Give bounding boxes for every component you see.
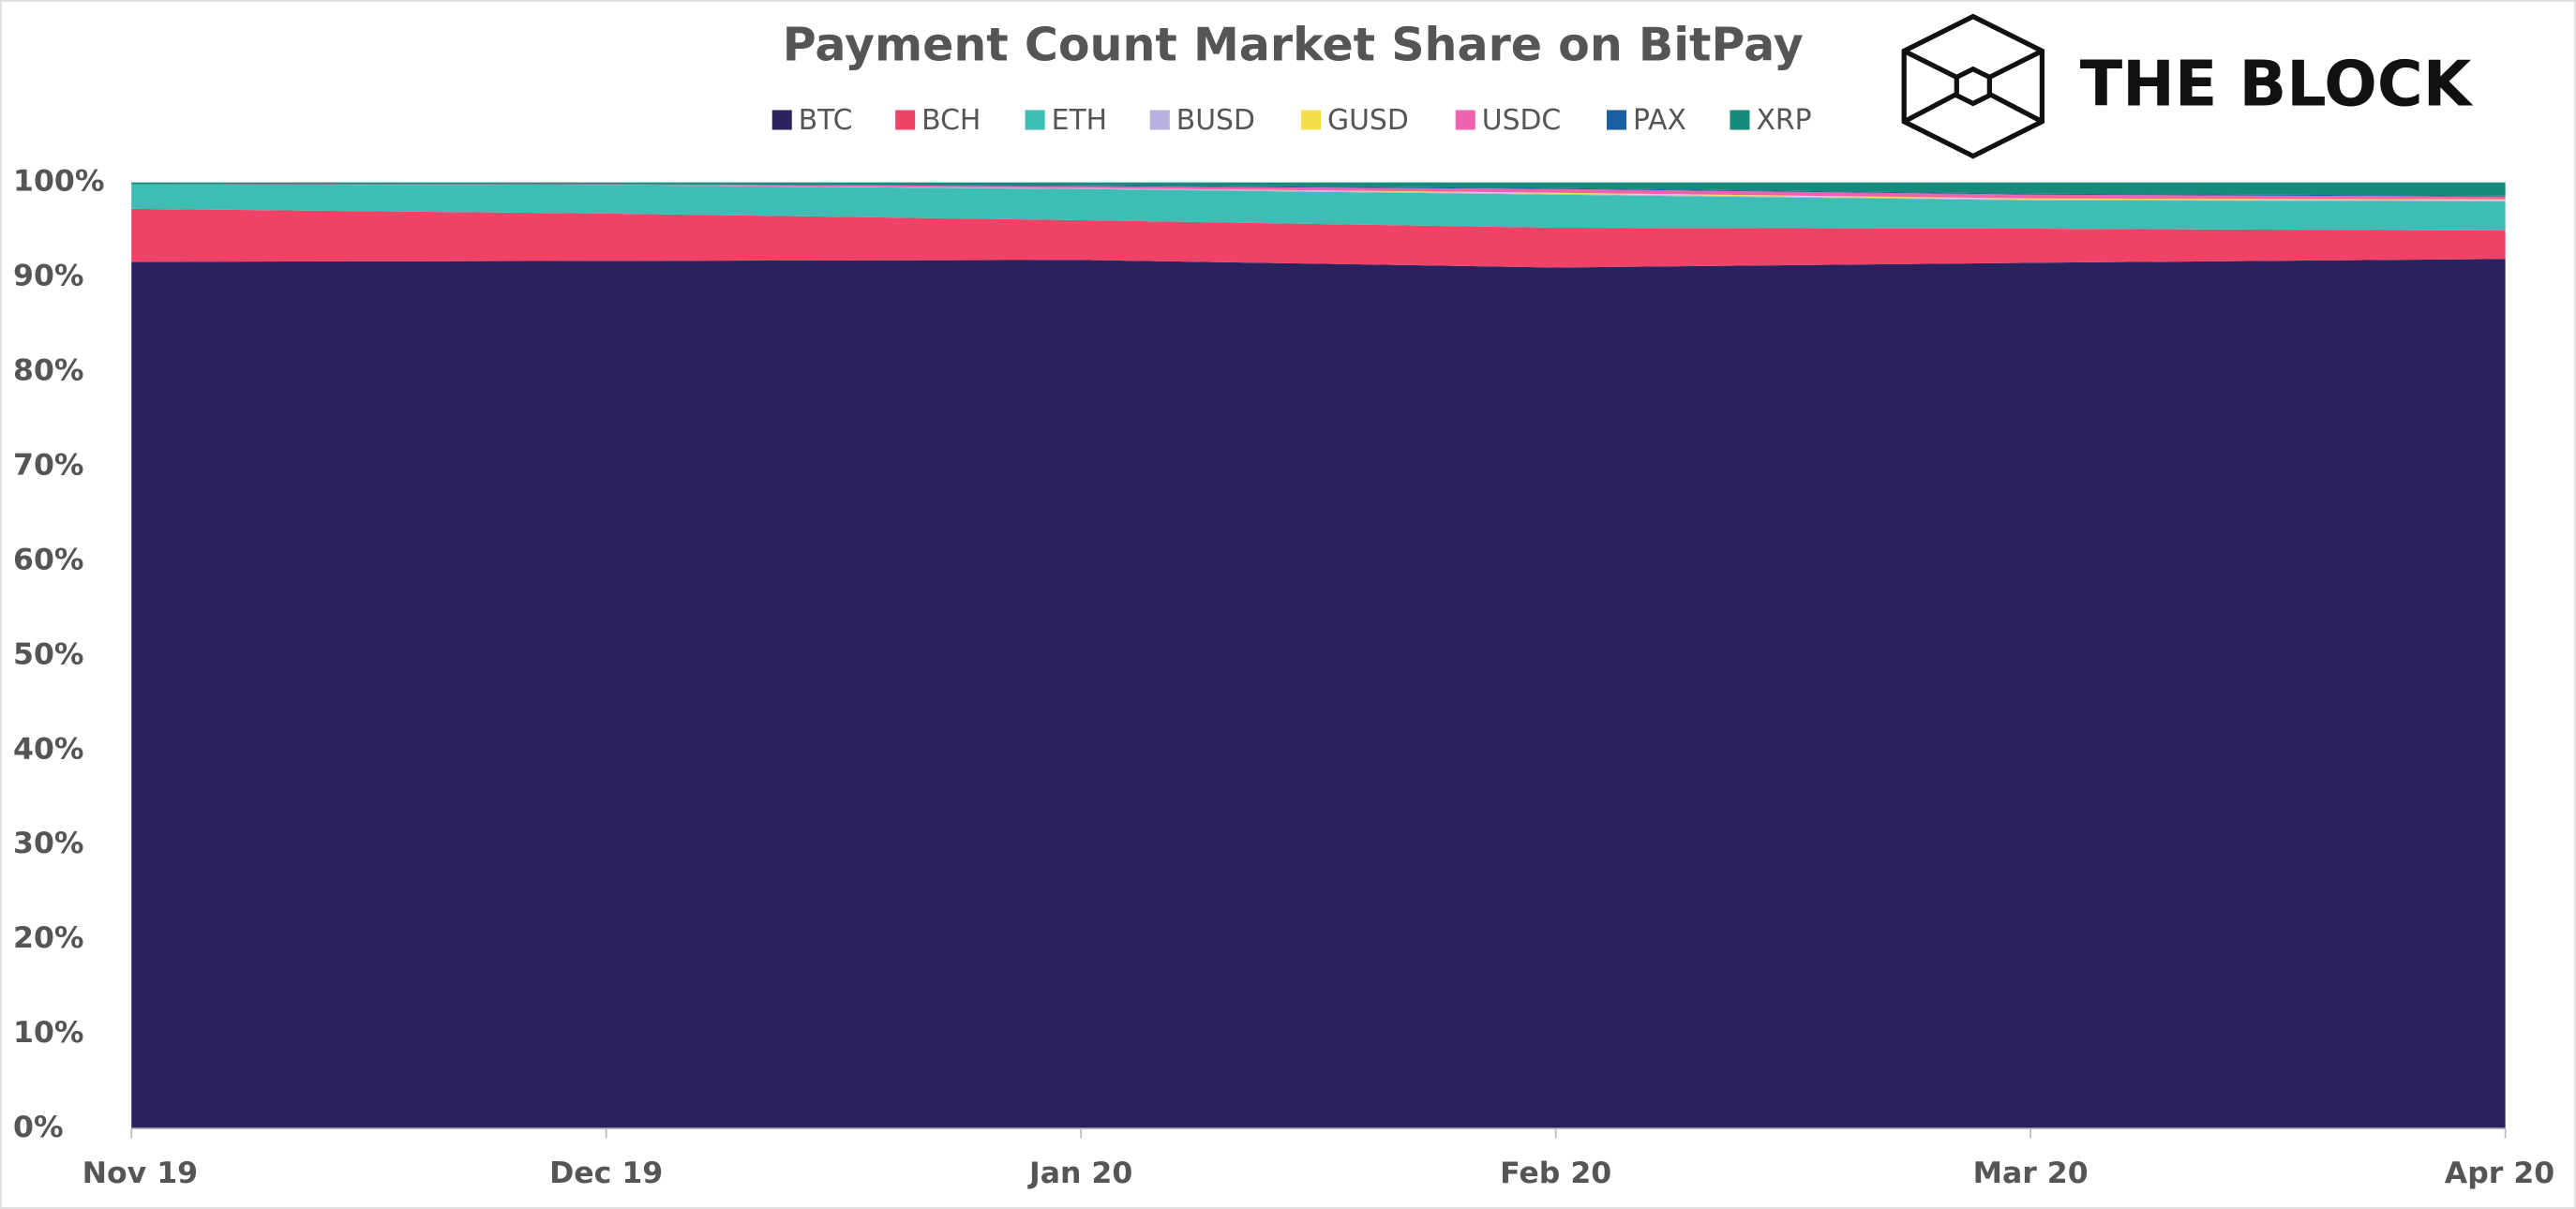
y-tick-label: 40% [13,732,83,766]
legend-swatch [1149,110,1170,130]
y-tick-label: 80% [13,353,83,387]
chart-title: Payment Count Market Share on BitPay [783,17,1804,71]
legend-label: BUSD [1176,104,1255,137]
legend-swatch [771,110,792,130]
logo-icon [1901,13,2045,159]
y-tick-label: 30% [13,827,83,860]
x-tick-label: Jan 20 [1027,1157,1132,1190]
area [131,259,2506,1129]
legend-label: PAX [1633,104,1686,137]
legend-label: GUSD [1327,104,1409,137]
area [131,184,2506,231]
x-tick-label: Nov 19 [82,1157,198,1190]
legend-swatch [1025,110,1045,130]
area [131,184,2506,200]
y-tick-label: 100% [13,165,104,199]
y-tick-label: 50% [13,637,83,671]
x-tick-label: Feb 20 [1500,1157,1611,1190]
legend-swatch [1730,110,1750,130]
y-tick-label: 60% [13,543,83,576]
logo-text: THE BLOCK [2080,48,2474,121]
legend-swatch [1606,110,1627,130]
y-tick-label: 70% [13,448,83,482]
y-tick-label: 20% [13,921,83,955]
legend-swatch [1301,110,1322,130]
area [131,184,2506,197]
x-tick-label: Dec 19 [549,1157,663,1190]
legend-label: ETH [1052,104,1107,137]
y-tick-label: 10% [13,1016,83,1050]
legend-label: XRP [1756,104,1811,137]
y-tick-label: 0% [13,1111,64,1144]
legend-swatch [1455,110,1475,130]
legend-label: USDC [1482,104,1561,137]
x-tick-label: Apr 20 [2445,1157,2554,1190]
area [131,182,2506,196]
legend-label: BCH [921,104,981,137]
legend-swatch [895,110,916,130]
y-tick-label: 90% [13,260,83,293]
x-tick-label: Mar 20 [1973,1157,2089,1190]
area [131,208,2506,268]
legend-label: BTC [799,104,853,137]
